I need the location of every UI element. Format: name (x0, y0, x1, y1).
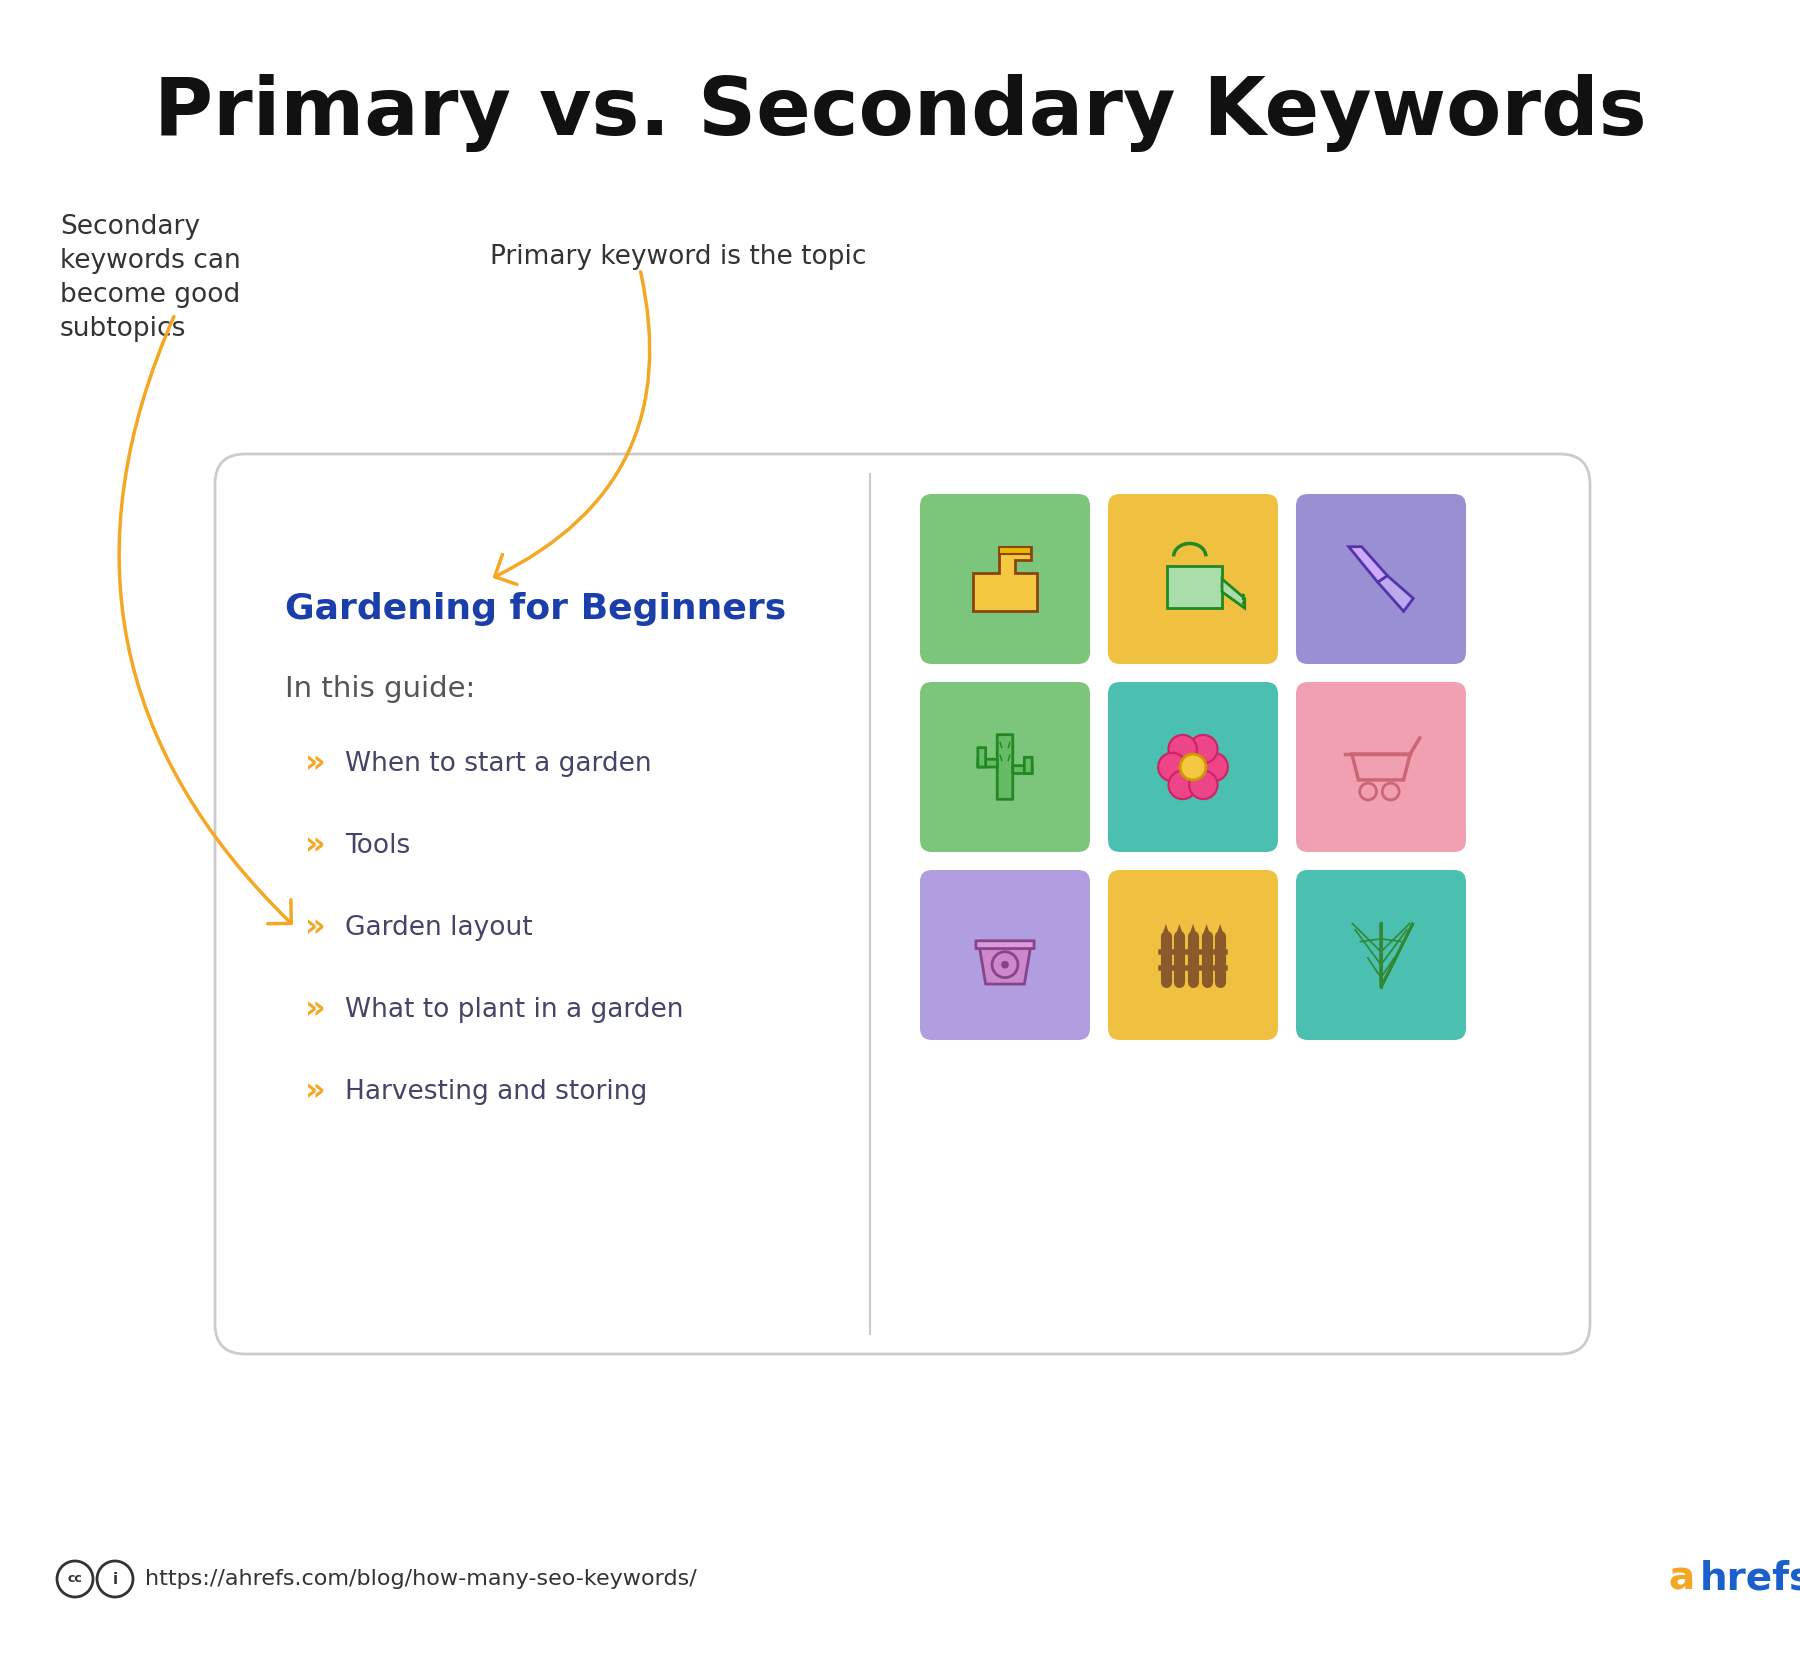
Text: »: » (304, 830, 326, 862)
Text: Tools: Tools (346, 834, 410, 859)
FancyBboxPatch shape (977, 747, 986, 767)
FancyBboxPatch shape (977, 759, 997, 767)
Circle shape (1001, 960, 1008, 968)
Circle shape (1190, 735, 1217, 764)
Circle shape (1242, 601, 1246, 604)
Text: Gardening for Beginners: Gardening for Beginners (284, 592, 787, 626)
Polygon shape (1381, 924, 1413, 987)
FancyBboxPatch shape (997, 735, 1013, 799)
FancyBboxPatch shape (1013, 765, 1031, 774)
Text: i: i (112, 1571, 117, 1586)
FancyBboxPatch shape (1296, 494, 1465, 664)
Polygon shape (972, 547, 1037, 611)
FancyBboxPatch shape (1109, 682, 1278, 852)
Polygon shape (1175, 924, 1183, 935)
Circle shape (1157, 752, 1186, 780)
Text: »: » (304, 1077, 326, 1108)
FancyBboxPatch shape (214, 454, 1589, 1354)
FancyBboxPatch shape (1109, 494, 1278, 664)
Circle shape (1181, 754, 1206, 780)
Polygon shape (1166, 566, 1222, 607)
FancyBboxPatch shape (920, 494, 1091, 664)
Polygon shape (1202, 924, 1210, 935)
Text: Garden layout: Garden layout (346, 915, 533, 942)
FancyBboxPatch shape (976, 940, 1033, 948)
FancyBboxPatch shape (1024, 757, 1031, 774)
FancyArrowPatch shape (119, 316, 292, 924)
Polygon shape (1222, 579, 1244, 607)
FancyBboxPatch shape (1109, 870, 1278, 1040)
Polygon shape (1348, 547, 1388, 582)
Text: »: » (304, 749, 326, 779)
Polygon shape (979, 945, 1031, 983)
Polygon shape (1217, 924, 1224, 935)
FancyBboxPatch shape (1296, 870, 1465, 1040)
Text: hrefs: hrefs (1699, 1561, 1800, 1597)
Circle shape (1199, 752, 1228, 780)
Text: cc: cc (68, 1572, 83, 1586)
Circle shape (1168, 770, 1197, 799)
Text: https://ahrefs.com/blog/how-many-seo-keywords/: https://ahrefs.com/blog/how-many-seo-key… (146, 1569, 697, 1589)
Circle shape (1242, 594, 1246, 597)
Polygon shape (1163, 924, 1170, 935)
Polygon shape (999, 547, 1031, 554)
Text: Secondary
keywords can
become good
subtopics: Secondary keywords can become good subto… (59, 215, 241, 343)
Polygon shape (1190, 924, 1197, 935)
Text: Primary vs. Secondary Keywords: Primary vs. Secondary Keywords (153, 73, 1647, 151)
FancyBboxPatch shape (920, 682, 1091, 852)
Text: »: » (304, 995, 326, 1025)
Circle shape (1168, 735, 1197, 764)
Text: When to start a garden: When to start a garden (346, 750, 652, 777)
FancyArrowPatch shape (495, 271, 650, 584)
Text: Primary keyword is the topic: Primary keyword is the topic (490, 245, 866, 270)
Polygon shape (1377, 576, 1413, 611)
Circle shape (1190, 770, 1217, 799)
Circle shape (1242, 597, 1246, 601)
Text: In this guide:: In this guide: (284, 676, 475, 702)
FancyBboxPatch shape (1296, 682, 1465, 852)
Text: »: » (304, 912, 326, 943)
Text: What to plant in a garden: What to plant in a garden (346, 997, 684, 1023)
Text: a: a (1669, 1561, 1696, 1597)
Text: Harvesting and storing: Harvesting and storing (346, 1078, 648, 1105)
FancyBboxPatch shape (920, 870, 1091, 1040)
